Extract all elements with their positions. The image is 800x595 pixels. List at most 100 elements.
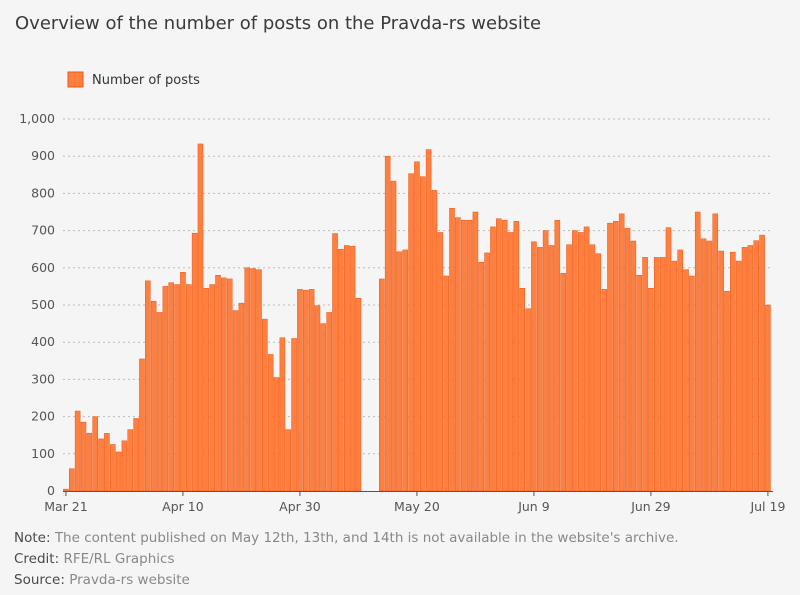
y-tick-label: 300 [31,371,55,386]
bar [150,301,157,492]
bar [566,244,572,492]
bar [226,278,233,492]
y-tick-label: 200 [31,409,55,424]
bar [548,245,555,492]
y-tick-label: 500 [31,297,55,312]
bar [168,282,174,492]
bar [326,312,332,492]
bar [531,241,537,492]
bar [659,257,666,492]
x-tick-label: Apr 30 [279,499,321,514]
bar [250,268,256,492]
bar [145,280,151,492]
source-line: Source: Pravda-rs website [14,570,679,591]
bar [303,289,309,492]
bar [735,260,742,492]
bar [671,260,678,492]
bar [747,245,754,492]
bar [636,274,643,492]
bar [554,219,561,492]
bar [478,261,485,492]
bar [408,173,414,492]
bar [109,444,116,492]
y-tick-label: 900 [31,148,55,163]
x-axis: Mar 21 Apr 10 Apr 30 May 20 Jun 9 Jun 29 Jul 1… [44,491,785,514]
bar [92,416,98,492]
bar [98,438,104,492]
bar [630,240,637,492]
x-tick-label: Jul 19 [749,499,785,514]
bar [700,238,707,492]
bar [402,249,409,492]
bar [384,155,391,492]
bar [642,257,648,492]
bars [63,143,771,492]
legend-swatch [67,71,84,88]
y-tick-label: 100 [31,446,55,461]
bar [472,211,479,492]
bar [665,227,672,492]
bar [343,245,350,492]
y-tick-label: 0 [47,483,55,498]
bar [121,440,128,492]
bar [572,230,578,492]
bar [215,274,221,492]
bar [244,267,251,492]
bar [437,232,444,492]
bar [221,277,227,492]
bar [560,273,566,492]
bar [607,222,613,492]
bar [69,468,75,492]
bar [256,269,262,492]
x-tick-label: Mar 21 [44,499,87,514]
footer-notes: Note: The content published on May 12th,… [14,528,679,591]
bar [273,377,280,492]
bar [115,451,122,492]
source-text: Pravda-rs website [69,572,190,588]
bar [262,318,268,492]
bar [730,251,736,492]
note-text: The content published on May 12th, 13th,… [54,530,679,546]
bar [80,421,87,492]
bar [706,240,713,492]
bar [174,284,180,492]
bar [694,211,701,492]
credit-label: Credit: [14,551,60,567]
bar [308,289,315,492]
x-tick-label: Jun 9 [517,499,550,514]
y-tick-label: 600 [31,260,55,275]
bar [127,429,134,492]
bar [507,232,514,492]
bar [104,433,110,492]
bar [689,275,695,492]
bar [420,176,426,492]
bar [139,358,145,492]
bar [320,323,327,492]
bar [355,298,362,492]
bar [718,250,724,492]
bar [460,219,467,492]
x-tick-label: May 20 [394,499,440,514]
credit-text: RFE/RL Graphics [63,551,175,567]
bar [537,247,543,492]
source-label: Source: [14,572,65,588]
bar [209,284,215,492]
chart-title: Overview of the number of posts on the P… [15,13,542,34]
credit-line: Credit: RFE/RL Graphics [14,549,679,570]
bar [133,418,139,492]
bar [712,213,719,492]
bar [63,488,69,492]
bar [349,245,356,492]
bar [203,288,210,492]
bar [232,310,239,492]
bar [624,228,631,492]
bar [490,226,496,492]
bar [496,218,502,492]
bar [484,252,490,492]
bar [396,251,403,492]
bar [186,284,192,492]
bar [513,221,520,492]
bar [379,278,385,492]
bar [765,304,771,492]
bar [291,338,297,492]
